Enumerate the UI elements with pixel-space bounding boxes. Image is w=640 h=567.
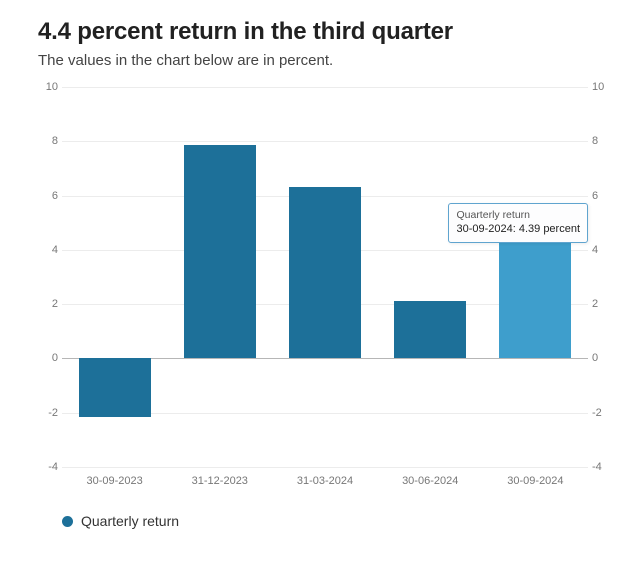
x-tick-label: 31-12-2023 — [167, 475, 272, 487]
y-tick-right: 0 — [592, 352, 608, 364]
y-tick-left: 10 — [42, 81, 58, 93]
y-tick-right: 8 — [592, 135, 608, 147]
x-tick-label: 31-03-2024 — [272, 475, 377, 487]
y-tick-left: 0 — [42, 352, 58, 364]
y-tick-right: -2 — [592, 407, 608, 419]
bar-slot — [167, 87, 272, 467]
bar[interactable] — [394, 301, 466, 358]
chart-legend: Quarterly return — [62, 513, 612, 529]
bar[interactable] — [289, 187, 361, 358]
tooltip-body: 30-09-2024: 4.39 percent — [456, 222, 580, 237]
bar-slot — [62, 87, 167, 467]
page-subtitle: The values in the chart below are in per… — [38, 52, 612, 69]
x-axis-labels: 30-09-202331-12-202331-03-202430-06-2024… — [62, 475, 588, 487]
bars-container: Quarterly return30-09-2024: 4.39 percent — [62, 87, 588, 467]
y-tick-right: 6 — [592, 190, 608, 202]
bar[interactable] — [79, 358, 151, 416]
x-tick-label: 30-06-2024 — [378, 475, 483, 487]
bar-slot — [272, 87, 377, 467]
y-tick-right: 10 — [592, 81, 608, 93]
page-title: 4.4 percent return in the third quarter — [38, 18, 612, 46]
y-tick-right: 4 — [592, 244, 608, 256]
y-tick-right: 2 — [592, 298, 608, 310]
y-tick-right: -4 — [592, 461, 608, 473]
legend-swatch — [62, 516, 73, 527]
y-tick-left: 8 — [42, 135, 58, 147]
bar[interactable] — [184, 145, 256, 358]
tooltip: Quarterly return30-09-2024: 4.39 percent — [448, 203, 588, 243]
gridline — [62, 467, 588, 468]
bar-slot — [378, 87, 483, 467]
y-tick-left: -2 — [42, 407, 58, 419]
bar[interactable] — [499, 239, 571, 358]
tooltip-title: Quarterly return — [456, 208, 580, 222]
y-tick-left: 2 — [42, 298, 58, 310]
y-tick-left: 6 — [42, 190, 58, 202]
y-tick-left: -4 — [42, 461, 58, 473]
bar-slot: Quarterly return30-09-2024: 4.39 percent — [483, 87, 588, 467]
x-tick-label: 30-09-2023 — [62, 475, 167, 487]
y-tick-left: 4 — [42, 244, 58, 256]
chart: -4-4-2-200224466881010Quarterly return30… — [38, 87, 612, 529]
chart-plot-area: -4-4-2-200224466881010Quarterly return30… — [62, 87, 588, 467]
x-tick-label: 30-09-2024 — [483, 475, 588, 487]
legend-label: Quarterly return — [81, 513, 179, 529]
